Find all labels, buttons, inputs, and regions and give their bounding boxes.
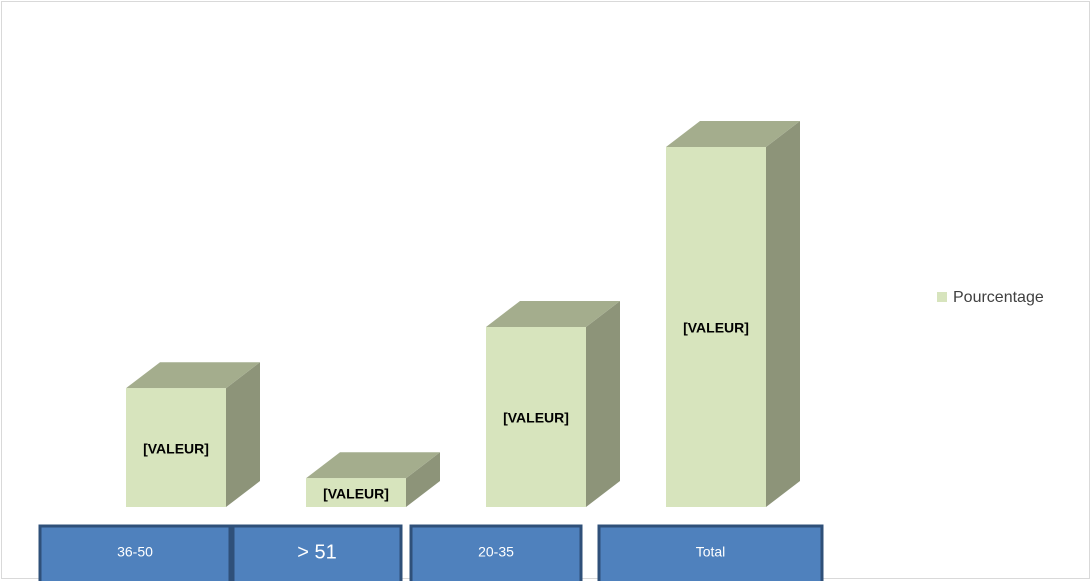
plot: [VALEUR] [VALEUR] [VALEUR] [VALEUR] — [126, 121, 800, 507]
value-label: [VALEUR] — [323, 485, 389, 501]
bar-side — [226, 362, 260, 507]
bar-side — [586, 301, 620, 507]
bar-top — [666, 121, 800, 147]
category-boxes: 36-50 > 51 20-35 Total — [38, 524, 824, 581]
category-box — [38, 524, 232, 581]
category-box — [597, 524, 824, 581]
bar-top — [486, 301, 620, 327]
bar — [666, 147, 766, 507]
legend: Pourcentage — [937, 289, 1044, 306]
value-label: [VALEUR] — [683, 320, 749, 336]
x-tick-label: > 51 — [297, 541, 336, 563]
x-tick-label: Total — [696, 544, 726, 560]
value-label: [VALEUR] — [503, 410, 569, 426]
value-label: [VALEUR] — [143, 440, 209, 456]
bar — [486, 327, 586, 507]
x-tick-label: 36-50 — [117, 544, 153, 560]
bar-side — [406, 452, 440, 507]
bar-top — [306, 452, 440, 479]
category-box — [409, 524, 583, 581]
bar-top — [126, 362, 260, 389]
legend-swatch — [937, 292, 947, 302]
bar — [126, 388, 226, 507]
x-tick-label: 20-35 — [478, 544, 514, 560]
category-box — [231, 524, 403, 581]
legend-label: Pourcentage — [953, 289, 1044, 306]
bar-side — [766, 121, 800, 507]
bar — [306, 478, 406, 507]
